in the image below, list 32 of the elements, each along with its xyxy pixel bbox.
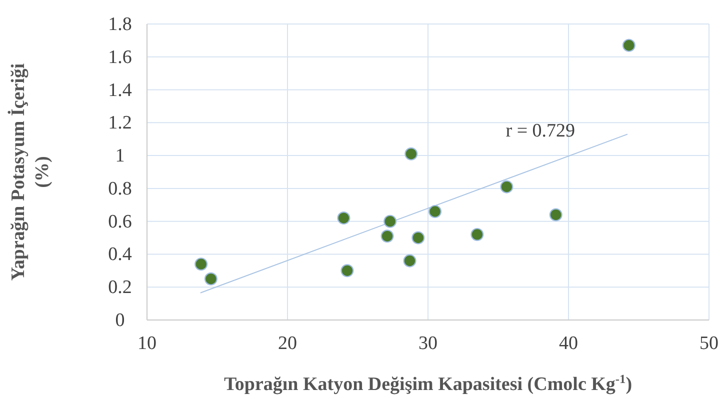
y-tick-label: 1.2 <box>108 112 132 134</box>
point <box>340 264 354 278</box>
y-tick-label: 0 <box>115 310 125 331</box>
y-tick-label: 0.4 <box>108 244 132 266</box>
y-axis-title: Yaprağın Potasyum İçeriği (%) <box>7 63 53 281</box>
y-tick-label: 0.6 <box>108 211 132 232</box>
annotation: r = 0.729 <box>506 120 576 142</box>
y-tick-label: 1.8 <box>108 14 132 35</box>
x-tick-label: 40 <box>559 333 578 354</box>
y-tick-label: 1 <box>115 146 125 167</box>
y-tick-label: 1.4 <box>108 80 132 101</box>
point <box>337 212 350 225</box>
y-tick-label: 0.2 <box>108 277 132 298</box>
y-tick-label: 0.8 <box>108 178 132 200</box>
x-axis-title: Toprağın Katyon Değişim Kapasitesi (Cmolc Kg$^{-1}$) <box>224 372 632 395</box>
x-tick-label: 50 <box>700 333 718 354</box>
point <box>470 228 484 241</box>
point <box>404 147 418 160</box>
y-tick-label: 1.6 <box>108 46 132 68</box>
point <box>403 254 416 268</box>
point <box>194 258 208 271</box>
x-tick-label: 30 <box>418 333 438 354</box>
point <box>204 272 218 286</box>
point <box>622 38 636 52</box>
x-tick-label: 10 <box>138 333 156 354</box>
point <box>500 180 514 194</box>
point <box>384 214 397 228</box>
point <box>380 230 394 243</box>
point <box>412 231 425 244</box>
point <box>549 208 562 222</box>
point <box>428 204 442 218</box>
x-tick-label: 20 <box>278 333 297 354</box>
